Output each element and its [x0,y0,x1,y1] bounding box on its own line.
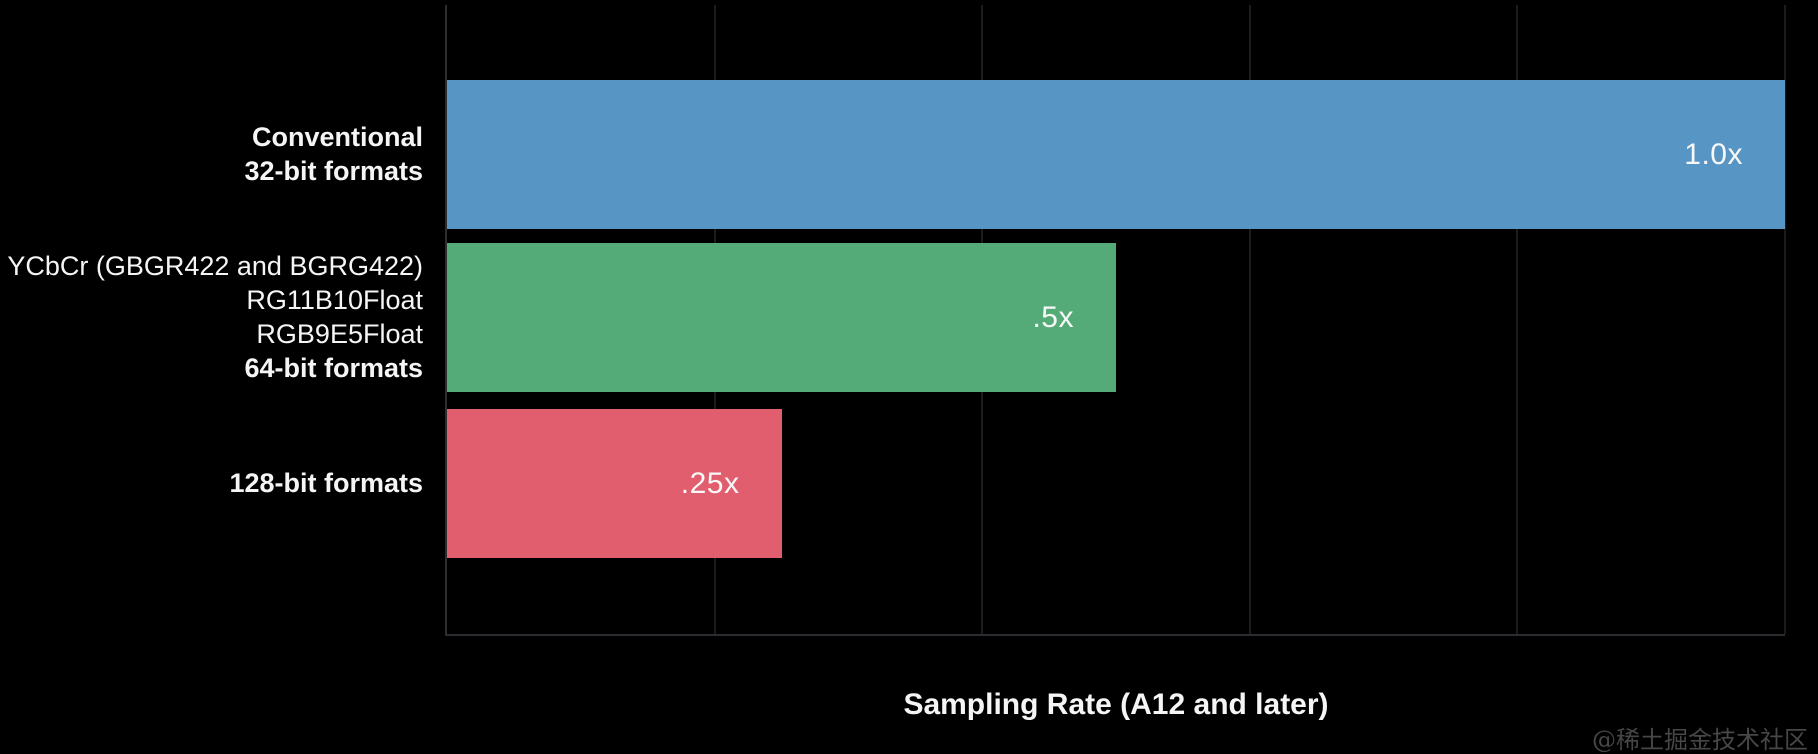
plot-area: 1.0x .5x .25x [445,5,1786,636]
bar-value-label: .25x [680,466,740,500]
bar-value-label: .5x [1032,300,1074,334]
y-axis-line [445,5,447,634]
category-label-line: 128-bit formats [229,468,423,498]
gridline [1248,5,1251,634]
bar-0: 1.0x [447,80,1785,229]
category-label-group-1: YCbCr (GBGR422 and BGRG422) RG11B10Float R… [0,249,423,385]
category-label-line: YCbCr (GBGR422 and BGRG422) [7,251,423,281]
category-labels: Conventional 32-bit formats YCbCr (GBGR422… [0,0,423,754]
category-label-line: Conventional [251,122,423,152]
x-axis-line [445,634,1785,636]
category-label-line: 64-bit formats [244,353,423,383]
gridline [1784,5,1786,634]
x-axis-title: Sampling Rate (A12 and later) [903,688,1329,721]
category-label-group-2: 128-bit formats [0,466,423,500]
bar-value-label: 1.0x [1684,137,1743,171]
category-label-line: 32-bit formats [244,156,423,186]
category-label-line: RG11B10Float [246,285,423,315]
watermark: @稀土掘金技术社区 [1592,726,1808,754]
category-label-line: RGB9E5Float [256,319,423,349]
category-label-group-0: Conventional 32-bit formats [0,120,423,188]
bar-2: .25x [447,409,782,558]
bar-1: .5x [447,243,1116,392]
gridline [1516,5,1519,634]
